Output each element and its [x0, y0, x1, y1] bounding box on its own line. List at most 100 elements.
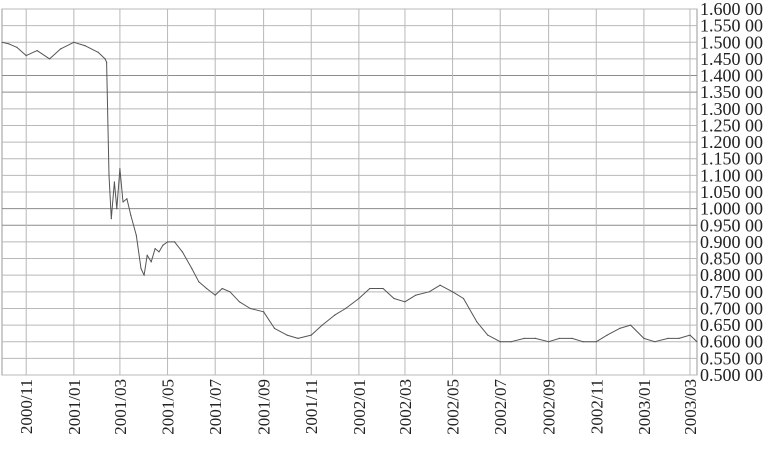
data-point [106, 61, 108, 63]
y-tick-label: 0.750 00 [700, 282, 763, 302]
data-point [452, 291, 454, 293]
data-point [116, 208, 118, 210]
data-point [221, 287, 223, 290]
data-point [548, 341, 550, 343]
data-point [606, 334, 608, 336]
y-tick-label: 0.550 00 [700, 348, 763, 368]
data-point [297, 337, 299, 339]
data-point [25, 55, 27, 57]
y-tick-label: 1.050 00 [700, 182, 763, 202]
data-point [559, 337, 561, 339]
x-tick-label: 2002/05 [444, 379, 463, 435]
data-point [146, 254, 148, 256]
x-tick-label: 2002/07 [491, 379, 510, 435]
data-point [49, 58, 51, 60]
data-point [462, 297, 465, 300]
data-point [1, 41, 3, 43]
data-point [689, 334, 691, 336]
y-tick-label: 1.000 00 [700, 199, 763, 219]
data-point [393, 297, 395, 300]
data-point [654, 341, 656, 343]
data-point [415, 294, 417, 296]
data-point [84, 45, 86, 47]
data-point [73, 41, 75, 43]
data-point [382, 287, 384, 290]
data-point [404, 301, 406, 303]
data-point [181, 251, 183, 253]
y-tick-label: 1.150 00 [700, 149, 763, 169]
data-point [60, 48, 62, 50]
data-point [110, 218, 112, 220]
y-tick-label: 1.300 00 [700, 99, 763, 119]
data-point [696, 341, 698, 343]
y-tick-label: 0.850 00 [700, 249, 763, 269]
y-tick-label: 1.550 00 [700, 16, 763, 36]
data-point [140, 267, 142, 270]
data-point [510, 341, 512, 343]
data-point [130, 214, 132, 216]
data-point [571, 337, 573, 339]
data-point [476, 321, 478, 323]
data-point [104, 58, 106, 60]
y-tick-label: 1.350 00 [700, 82, 763, 102]
data-point [238, 301, 240, 303]
data-point [487, 334, 489, 336]
data-point [158, 251, 160, 253]
data-point [428, 291, 430, 293]
x-tick-label: 2000/11 [17, 379, 36, 434]
y-tick-label: 0.500 00 [700, 365, 763, 385]
y-tick-label: 1.250 00 [700, 115, 763, 135]
data-point [643, 337, 645, 339]
x-tick-label: 2002/01 [350, 379, 369, 435]
data-point [358, 297, 360, 300]
data-point [150, 261, 152, 263]
y-tick-label: 1.450 00 [700, 49, 763, 69]
y-tick-label: 1.200 00 [700, 132, 763, 152]
data-point [630, 324, 632, 326]
x-tick-label: 2001/09 [255, 379, 274, 435]
x-tick-label: 2001/07 [206, 379, 225, 435]
data-point [154, 248, 156, 250]
data-point [595, 341, 597, 343]
y-tick-label: 1.100 00 [700, 165, 763, 185]
data-point [162, 244, 164, 246]
data-point [119, 168, 121, 170]
x-tick-label: 2003/01 [635, 379, 654, 435]
x-tick-label: 2001/11 [302, 379, 321, 434]
y-tick-label: 0.950 00 [700, 215, 763, 235]
data-point [122, 201, 124, 203]
data-point [369, 287, 371, 290]
x-tick-label: 2003/03 [681, 379, 700, 435]
y-tick-label: 0.650 00 [700, 315, 763, 335]
data-point [206, 287, 208, 290]
data-point [8, 43, 10, 45]
y-tick-label: 0.900 00 [700, 232, 763, 252]
data-point [310, 334, 312, 336]
data-point [229, 291, 231, 293]
y-tick-label: 1.500 00 [700, 32, 763, 52]
data-point [108, 174, 110, 176]
data-point [667, 337, 669, 339]
data-point [113, 181, 115, 183]
x-tick-label: 2001/03 [111, 379, 130, 435]
x-tick-label: 2002/09 [540, 379, 559, 435]
data-point [191, 267, 193, 270]
data-point [263, 311, 265, 313]
data-point [198, 281, 200, 283]
y-tick-label: 1.400 00 [700, 66, 763, 86]
data-point [286, 334, 288, 336]
data-point [499, 341, 501, 343]
data-point [678, 337, 680, 339]
data-point [174, 241, 176, 243]
y-tick-label: 0.600 00 [700, 332, 763, 352]
x-axis: 2000/11 2001/01 2001/03 2001/05 2001/07 2001/… [17, 379, 700, 435]
x-tick-label: 2001/05 [159, 379, 178, 435]
data-point [36, 50, 38, 52]
y-tick-label: 1.600 00 [700, 0, 763, 19]
data-point [126, 198, 128, 200]
data-point [321, 324, 323, 326]
data-point [135, 234, 137, 236]
x-tick-label: 2001/01 [65, 379, 84, 435]
series-group [1, 41, 698, 343]
